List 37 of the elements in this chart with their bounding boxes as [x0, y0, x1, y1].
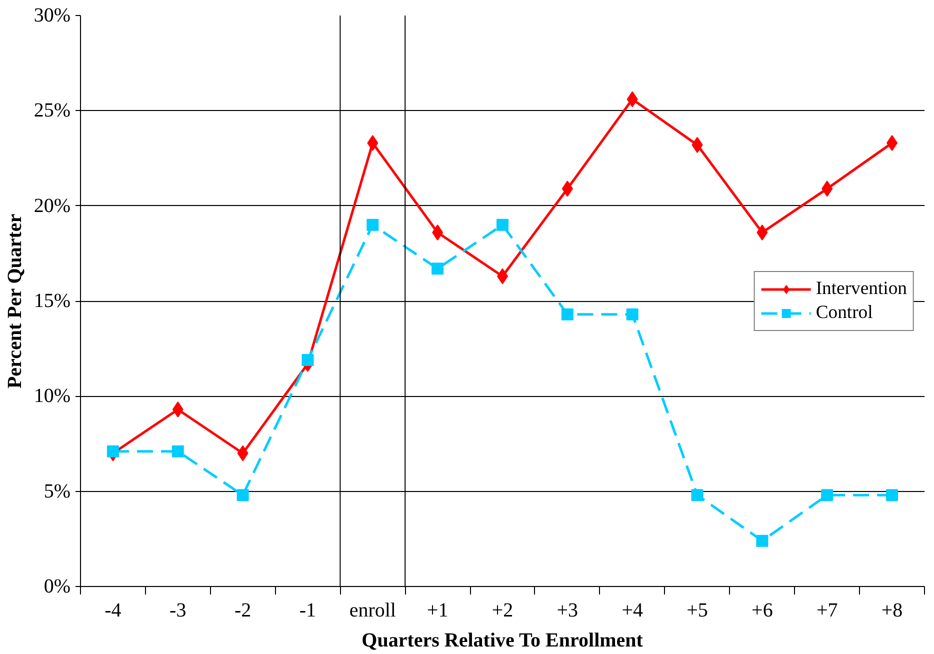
x-axis-title: Quarters Relative To Enrollment — [362, 630, 644, 652]
point — [561, 308, 574, 320]
x-tick-label: +2 — [492, 600, 514, 622]
y-tick-label: 20% — [34, 194, 71, 217]
x-tick-label: +1 — [426, 600, 448, 622]
point — [691, 489, 704, 502]
y-tick-label: 10% — [34, 385, 71, 408]
y-tick-label: 30% — [34, 4, 71, 26]
point — [626, 308, 638, 320]
x-tick-label: +6 — [752, 600, 773, 622]
legend-label: Control — [816, 302, 873, 324]
point — [302, 354, 314, 366]
x-tick-label: -4 — [104, 600, 122, 622]
x-tick-label: -1 — [299, 600, 316, 622]
x-tick-label: +3 — [556, 600, 578, 622]
y-tick-label: 0% — [44, 576, 71, 598]
x-tick-label: enroll — [349, 600, 396, 622]
point — [236, 489, 249, 502]
point — [886, 489, 898, 502]
x-tick-label: -2 — [234, 600, 252, 622]
y-tick-label: 5% — [44, 480, 71, 502]
point — [366, 218, 379, 231]
x-tick-label: -3 — [170, 600, 186, 622]
y-tick-label: 15% — [34, 290, 71, 312]
point — [821, 489, 834, 502]
point — [106, 445, 119, 458]
legend-label: Intervention — [816, 278, 907, 300]
y-tick-label: 25% — [34, 100, 71, 122]
x-tick-label: +7 — [816, 600, 838, 622]
x-tick-label: +5 — [686, 600, 708, 622]
point — [496, 218, 508, 231]
point — [432, 262, 444, 275]
point — [172, 445, 184, 458]
x-tick-label: +8 — [881, 600, 903, 622]
x-tick-label: +4 — [622, 600, 643, 622]
y-axis-title: Percent Per Quarter — [4, 214, 26, 389]
point — [756, 534, 768, 547]
